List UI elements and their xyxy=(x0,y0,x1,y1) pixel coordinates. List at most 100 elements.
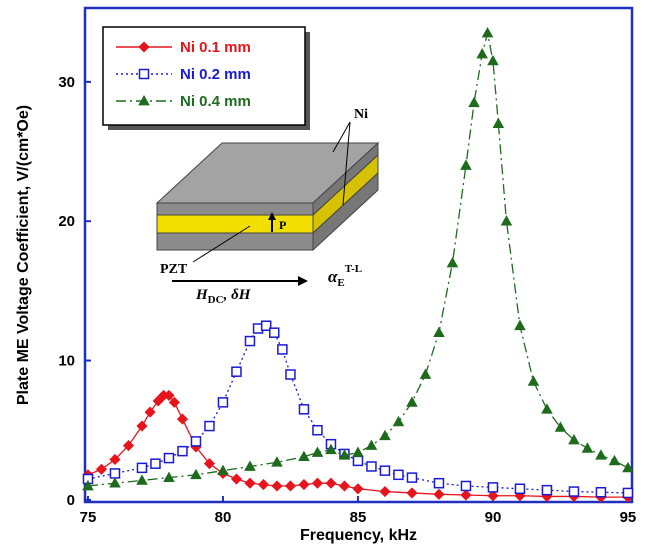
marker xyxy=(163,389,175,401)
marker xyxy=(244,460,256,471)
marker xyxy=(622,461,634,473)
marker xyxy=(298,450,310,462)
marker xyxy=(514,319,526,331)
marker xyxy=(257,479,270,491)
marker xyxy=(277,344,288,355)
marker xyxy=(144,406,156,418)
marker xyxy=(150,458,161,469)
marker xyxy=(82,479,94,491)
inset-label: αET-L xyxy=(328,263,362,289)
marker xyxy=(581,442,594,453)
marker xyxy=(379,485,391,498)
marker xyxy=(406,472,418,483)
marker xyxy=(446,256,459,268)
y-tick-label: 30 xyxy=(58,74,75,91)
marker xyxy=(366,461,377,472)
marker xyxy=(298,404,310,415)
marker xyxy=(204,420,215,432)
marker xyxy=(554,421,567,432)
marker xyxy=(476,47,488,59)
side-ni xyxy=(312,171,379,252)
marker xyxy=(379,465,391,476)
marker xyxy=(527,375,540,386)
marker xyxy=(365,439,378,450)
marker xyxy=(541,403,553,414)
ni-layer xyxy=(156,202,314,216)
marker xyxy=(311,477,324,489)
marker xyxy=(595,449,607,460)
y-tick-label: 20 xyxy=(58,213,75,230)
legend xyxy=(102,26,306,126)
x-tick-label: 95 xyxy=(620,509,637,526)
legend-marker xyxy=(138,94,150,106)
marker xyxy=(487,54,499,66)
marker xyxy=(136,474,148,485)
marker xyxy=(244,477,256,489)
marker xyxy=(271,480,283,492)
marker xyxy=(433,488,445,500)
x-tick-label: 75 xyxy=(80,509,97,526)
marker xyxy=(163,471,175,482)
marker xyxy=(217,464,229,475)
marker xyxy=(500,215,513,226)
marker xyxy=(541,484,553,496)
marker xyxy=(244,335,256,347)
marker xyxy=(176,413,189,425)
marker xyxy=(203,458,216,470)
marker xyxy=(136,420,148,432)
marker xyxy=(379,429,391,441)
marker xyxy=(325,443,337,455)
marker xyxy=(406,487,418,499)
marker xyxy=(460,480,472,492)
marker xyxy=(260,320,272,331)
marker xyxy=(325,477,337,489)
legend-label: Ni 0.4 mm xyxy=(180,93,251,110)
marker xyxy=(338,480,351,492)
marker xyxy=(311,446,324,457)
inset-label: Ni xyxy=(354,107,368,122)
inset-label: PZT xyxy=(160,262,188,277)
marker xyxy=(392,415,405,427)
marker xyxy=(481,27,494,38)
legend-label: Ni 0.2 mm xyxy=(180,66,251,83)
legend-marker xyxy=(138,68,150,80)
marker xyxy=(136,462,148,474)
marker xyxy=(568,486,580,497)
x-tick-label: 80 xyxy=(215,509,232,526)
marker xyxy=(514,483,526,495)
marker xyxy=(352,483,364,495)
marker xyxy=(298,479,310,491)
marker xyxy=(109,468,121,479)
marker xyxy=(393,469,404,481)
marker xyxy=(352,446,364,457)
marker xyxy=(217,397,229,408)
marker xyxy=(284,480,297,492)
marker xyxy=(406,396,418,407)
marker xyxy=(109,477,121,488)
marker xyxy=(487,482,499,493)
marker xyxy=(168,396,180,408)
inset-diagram: Ni P PZT HDC, δH αET-L xyxy=(155,107,380,306)
pzt-layer xyxy=(156,214,314,234)
marker xyxy=(338,449,351,460)
pointer xyxy=(192,225,251,263)
marker xyxy=(163,452,175,464)
inset-label: HDC, δH xyxy=(195,287,252,306)
marker xyxy=(122,440,135,452)
marker xyxy=(419,368,432,379)
marker xyxy=(109,453,121,466)
marker xyxy=(468,96,480,108)
marker xyxy=(460,489,472,501)
y-axis-title: Plate ME Voltage Coefficient, V/(cm*Oe) xyxy=(15,105,32,405)
marker xyxy=(568,433,580,445)
marker xyxy=(190,468,202,480)
marker xyxy=(622,487,634,499)
marker xyxy=(492,117,505,129)
p-arrowhead xyxy=(268,212,276,220)
marker xyxy=(433,326,445,338)
marker xyxy=(95,463,108,475)
y-tick-label: 10 xyxy=(58,353,75,370)
marker xyxy=(595,486,607,498)
marker xyxy=(177,445,188,457)
